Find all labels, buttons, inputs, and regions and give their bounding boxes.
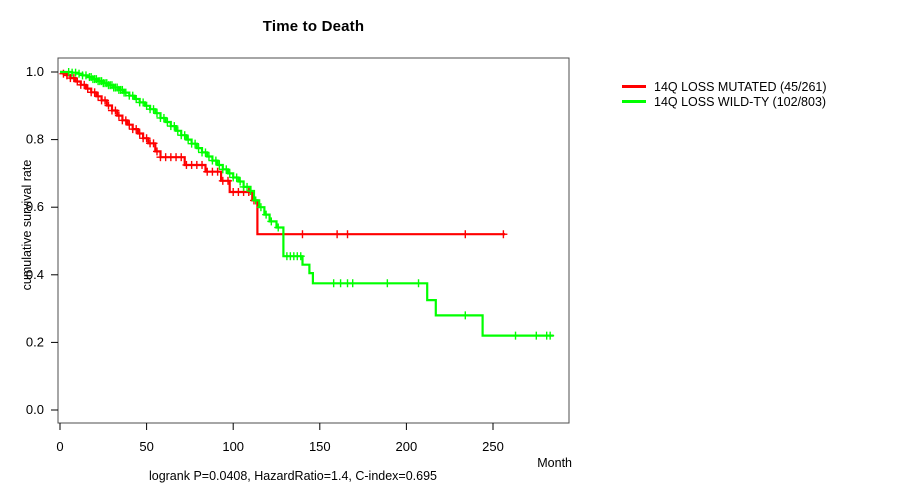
statistics-annotation: logrank P=0.0408, HazardRatio=1.4, C-ind… — [148, 469, 438, 483]
x-tick-label: 100 — [222, 439, 244, 454]
survival-curve-wild-type — [60, 70, 554, 337]
x-tick-label: 250 — [482, 439, 504, 454]
chart-title: Time to Death — [262, 18, 365, 35]
legend-label-mutated: 14Q LOSS MUTATED (45/261) — [654, 79, 827, 94]
x-axis-title: Month — [537, 456, 572, 470]
x-tick-label: 50 — [139, 439, 153, 454]
legend-item-mutated: 14Q LOSS MUTATED (45/261) — [622, 79, 827, 94]
y-tick-label: 0.8 — [26, 132, 44, 147]
y-axis-title: cumulative survival rate — [20, 159, 34, 291]
legend-line-red — [622, 85, 646, 88]
y-tick-label: 0.4 — [26, 267, 44, 282]
plot-box — [57, 57, 570, 424]
legend: 14Q LOSS MUTATED (45/261) 14Q LOSS WILD-… — [622, 79, 827, 109]
legend-label-wildtype: 14Q LOSS WILD-TY (102/803) — [654, 94, 827, 109]
y-tick-label: 0.2 — [26, 334, 44, 349]
x-tick-label: 0 — [56, 439, 63, 454]
legend-line-green — [622, 100, 646, 103]
y-tick-label: 0.0 — [26, 402, 44, 417]
y-tick-label: 0.6 — [26, 199, 44, 214]
legend-item-wildtype: 14Q LOSS WILD-TY (102/803) — [622, 94, 827, 109]
x-tick-label: 200 — [396, 439, 418, 454]
y-tick-label: 1.0 — [26, 64, 44, 79]
x-tick-label: 150 — [309, 439, 331, 454]
